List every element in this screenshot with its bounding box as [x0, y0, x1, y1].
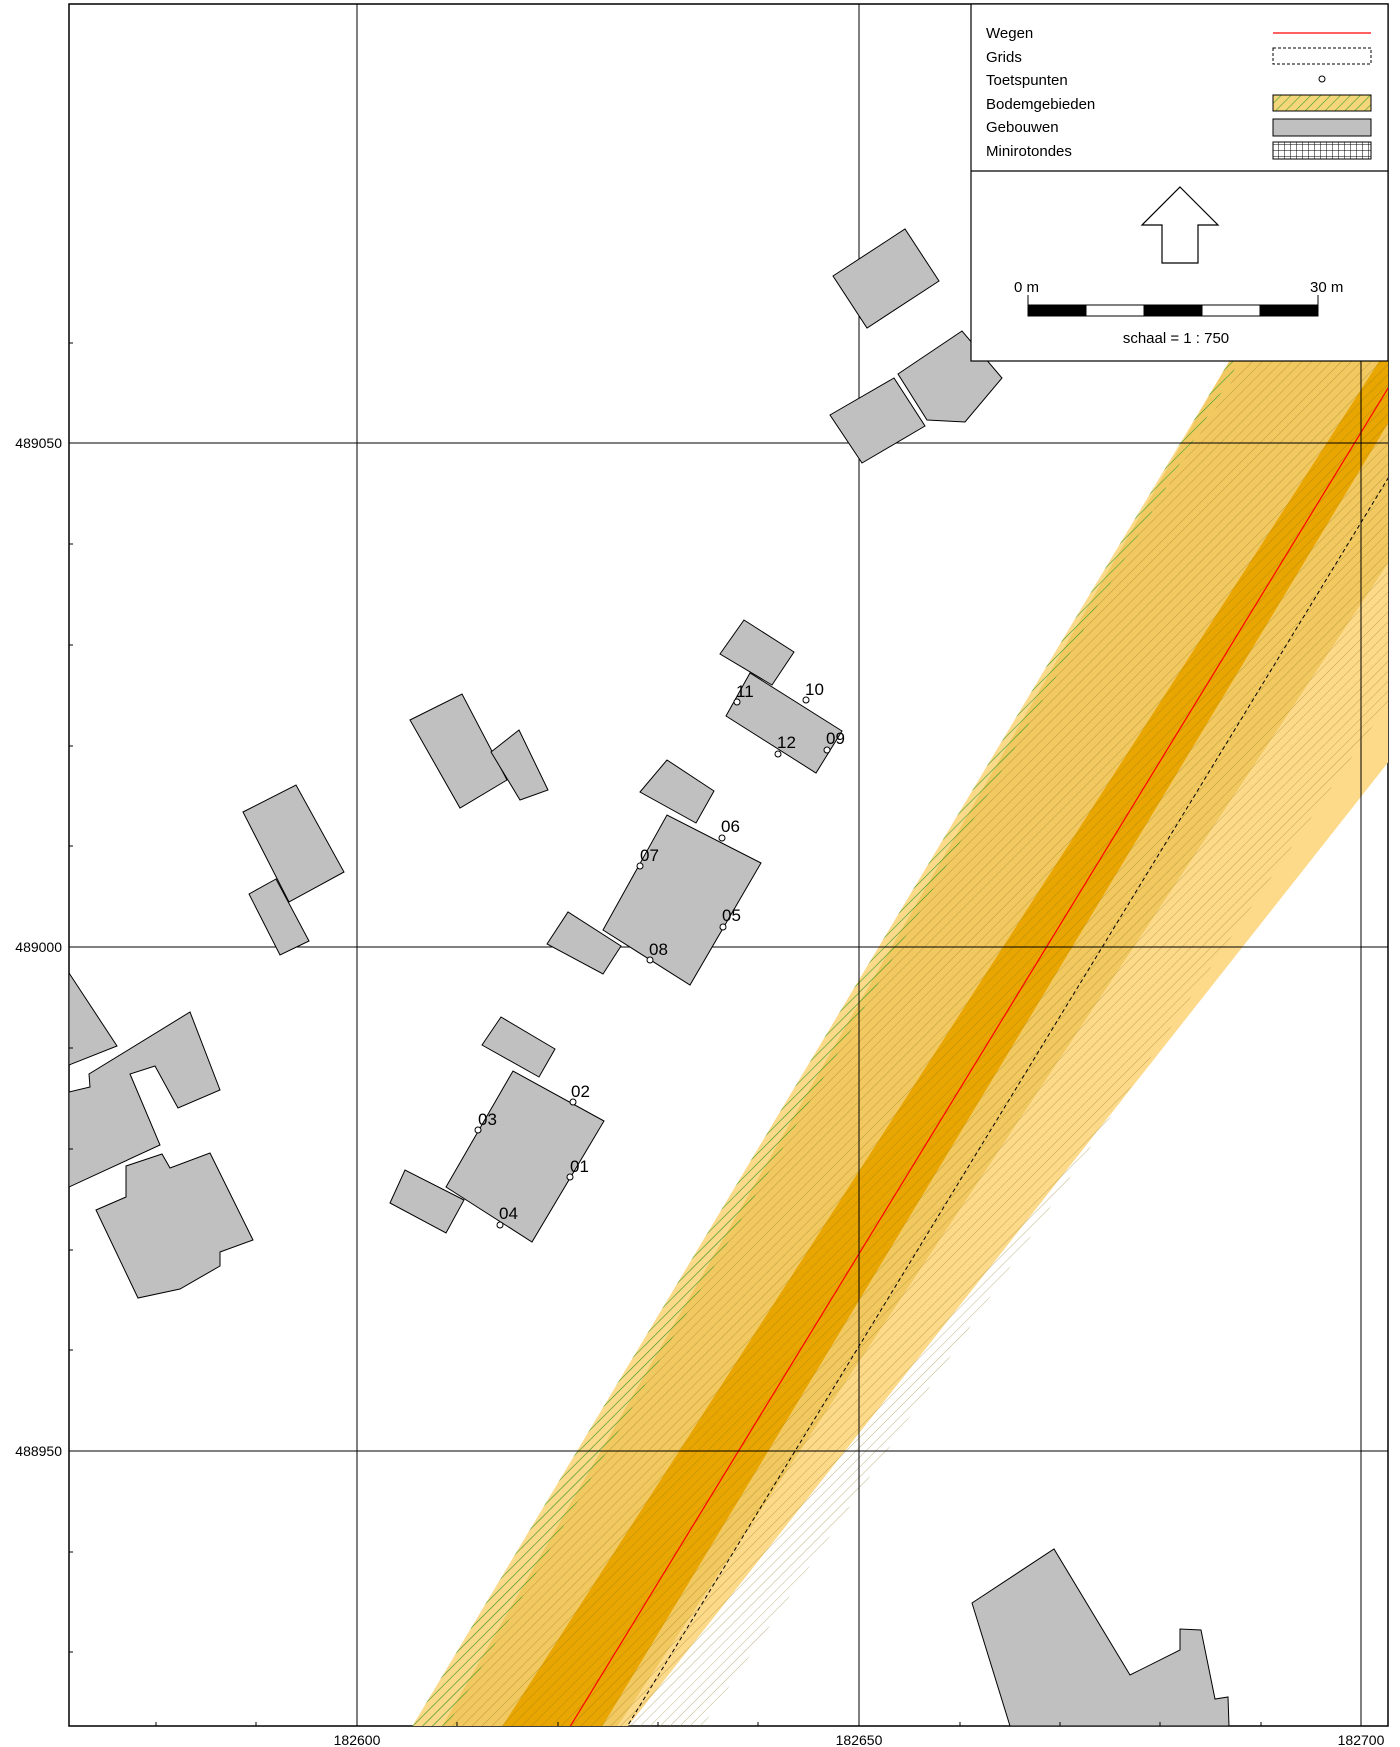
legend-label-grids: Grids	[986, 49, 1022, 66]
legend-symbol-building	[1272, 118, 1372, 137]
point-12	[774, 750, 782, 758]
point-01	[566, 1173, 574, 1181]
north-arrow-icon	[1140, 186, 1220, 264]
legend-label-gebouwen: Gebouwen	[986, 119, 1059, 136]
point-label: 12	[777, 733, 796, 752]
building	[602, 814, 762, 986]
legend-panel: Wegen Grids Toetspunten Bodemgebieden Ge…	[970, 3, 1389, 362]
point-label: 05	[722, 906, 741, 925]
point-05	[719, 923, 727, 931]
point-label: 11	[736, 682, 754, 701]
point-04	[496, 1221, 504, 1229]
scale-end-label: 30 m	[1310, 279, 1343, 296]
scale-bar	[1027, 295, 1319, 317]
x-tick-label: 182700	[1338, 1732, 1385, 1747]
buildings	[69, 228, 1230, 1726]
building	[409, 693, 508, 809]
building	[95, 1152, 254, 1299]
point-label: 08	[649, 940, 668, 959]
point-02	[569, 1098, 577, 1106]
point-08	[646, 956, 654, 964]
building	[242, 784, 345, 903]
y-tick-label: 489000	[15, 939, 62, 955]
point-label: 02	[571, 1082, 590, 1101]
building	[725, 672, 843, 774]
legend-symbol-point	[1318, 75, 1326, 83]
point-label: 01	[570, 1157, 589, 1176]
building	[639, 759, 715, 824]
point-labels: 01 02 03 04 05 06 07 08 09 10 11 12	[478, 680, 845, 1223]
building	[832, 228, 940, 329]
point-label: 03	[478, 1110, 497, 1129]
building	[546, 911, 622, 975]
point-label: 09	[826, 729, 845, 748]
scale-start-label: 0 m	[1014, 279, 1039, 296]
point-label: 07	[640, 846, 659, 865]
point-03	[474, 1126, 482, 1134]
building	[971, 1548, 1230, 1726]
y-tick-label: 489050	[15, 435, 62, 451]
legend-symbol-grids	[1272, 47, 1372, 65]
legend-symbol-gridhatch	[1272, 141, 1372, 160]
x-tick-label: 182650	[836, 1732, 883, 1747]
point-10	[802, 696, 810, 704]
axis-ticks	[69, 342, 1262, 1726]
building	[69, 1011, 221, 1188]
point-11	[733, 698, 741, 706]
building	[248, 878, 310, 956]
legend-label-minirotondes: Minirotondes	[986, 143, 1072, 160]
point-09	[823, 746, 831, 754]
scale-text: schaal = 1 : 750	[1123, 330, 1229, 347]
building	[389, 1169, 465, 1234]
building	[445, 1070, 605, 1243]
legend-label-bodemgebieden: Bodemgebieden	[986, 96, 1095, 113]
point-07	[636, 862, 644, 870]
building	[69, 972, 118, 1066]
road-centerline	[569, 387, 1388, 1726]
point-label: 06	[721, 817, 740, 836]
building	[829, 377, 926, 464]
assessment-points	[474, 696, 831, 1229]
y-tick-label: 488950	[15, 1443, 62, 1459]
legend-label-wegen: Wegen	[986, 25, 1033, 42]
point-06	[718, 834, 726, 842]
legend-label-toetspunten: Toetspunten	[986, 72, 1068, 89]
point-label: 10	[805, 680, 824, 699]
x-tick-label: 182600	[334, 1732, 381, 1747]
road-zones	[412, 360, 1388, 1726]
building	[481, 1016, 556, 1078]
point-label: 04	[499, 1204, 518, 1223]
building	[719, 619, 795, 686]
building	[490, 729, 549, 801]
